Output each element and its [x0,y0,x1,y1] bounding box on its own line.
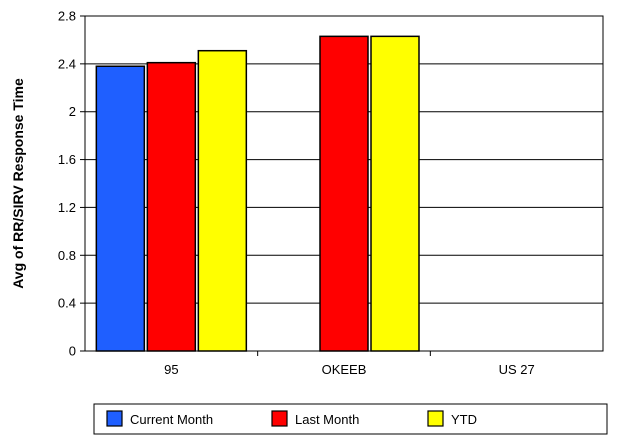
legend-label: YTD [451,412,477,427]
y-tick-label: 2.4 [58,56,76,71]
legend: Current Month Last Month YTD [93,403,608,435]
y-tick-label: 1.2 [58,200,76,215]
y-tick-label: 0.4 [58,296,76,311]
x-category-label: OKEEB [322,362,367,377]
x-axis: 95 OKEEB US 27 [164,351,535,377]
bar-ytd [197,49,248,352]
y-axis: 0 0.4 0.8 1.2 1.6 2 2.4 2.8 [58,9,85,359]
y-tick-label: 2.8 [58,9,76,24]
y-tick-label: 1.6 [58,152,76,167]
legend-frame [93,403,608,435]
bar-ytd [370,35,420,352]
bar-current-month [95,65,146,352]
y-tick-label: 2 [69,104,76,119]
bar-last-month [319,35,369,352]
y-axis-title: Avg of RR/SIRV Response Time [10,78,26,289]
x-category-label: US 27 [499,362,535,377]
legend-swatch [271,410,288,427]
bar-last-month [146,61,197,352]
legend-swatch [427,410,444,427]
legend-swatch [106,410,123,427]
legend-label: Current Month [130,412,213,427]
y-tick-label: 0.8 [58,248,76,263]
bars [95,35,420,352]
legend-label: Last Month [295,412,359,427]
y-tick-label: 0 [69,344,76,359]
x-category-label: 95 [164,362,178,377]
plot-area-frame [84,15,604,352]
